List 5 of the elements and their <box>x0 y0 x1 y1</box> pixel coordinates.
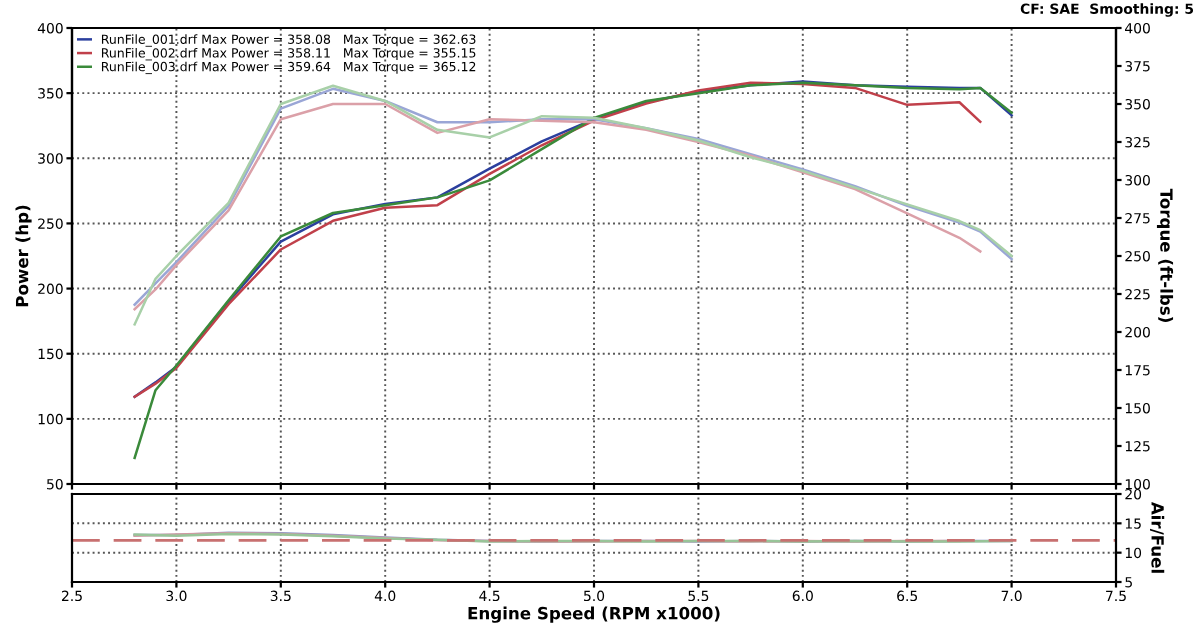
y-axis-title: Power (hp) <box>15 205 32 307</box>
y-axis-title: Air/Fuel <box>1150 501 1165 573</box>
x-axis-title: Engine Speed (RPM x1000) <box>468 606 720 623</box>
line-series <box>133 81 1013 460</box>
y2-axis-title: Torque (ft-lbs) <box>1156 188 1174 322</box>
